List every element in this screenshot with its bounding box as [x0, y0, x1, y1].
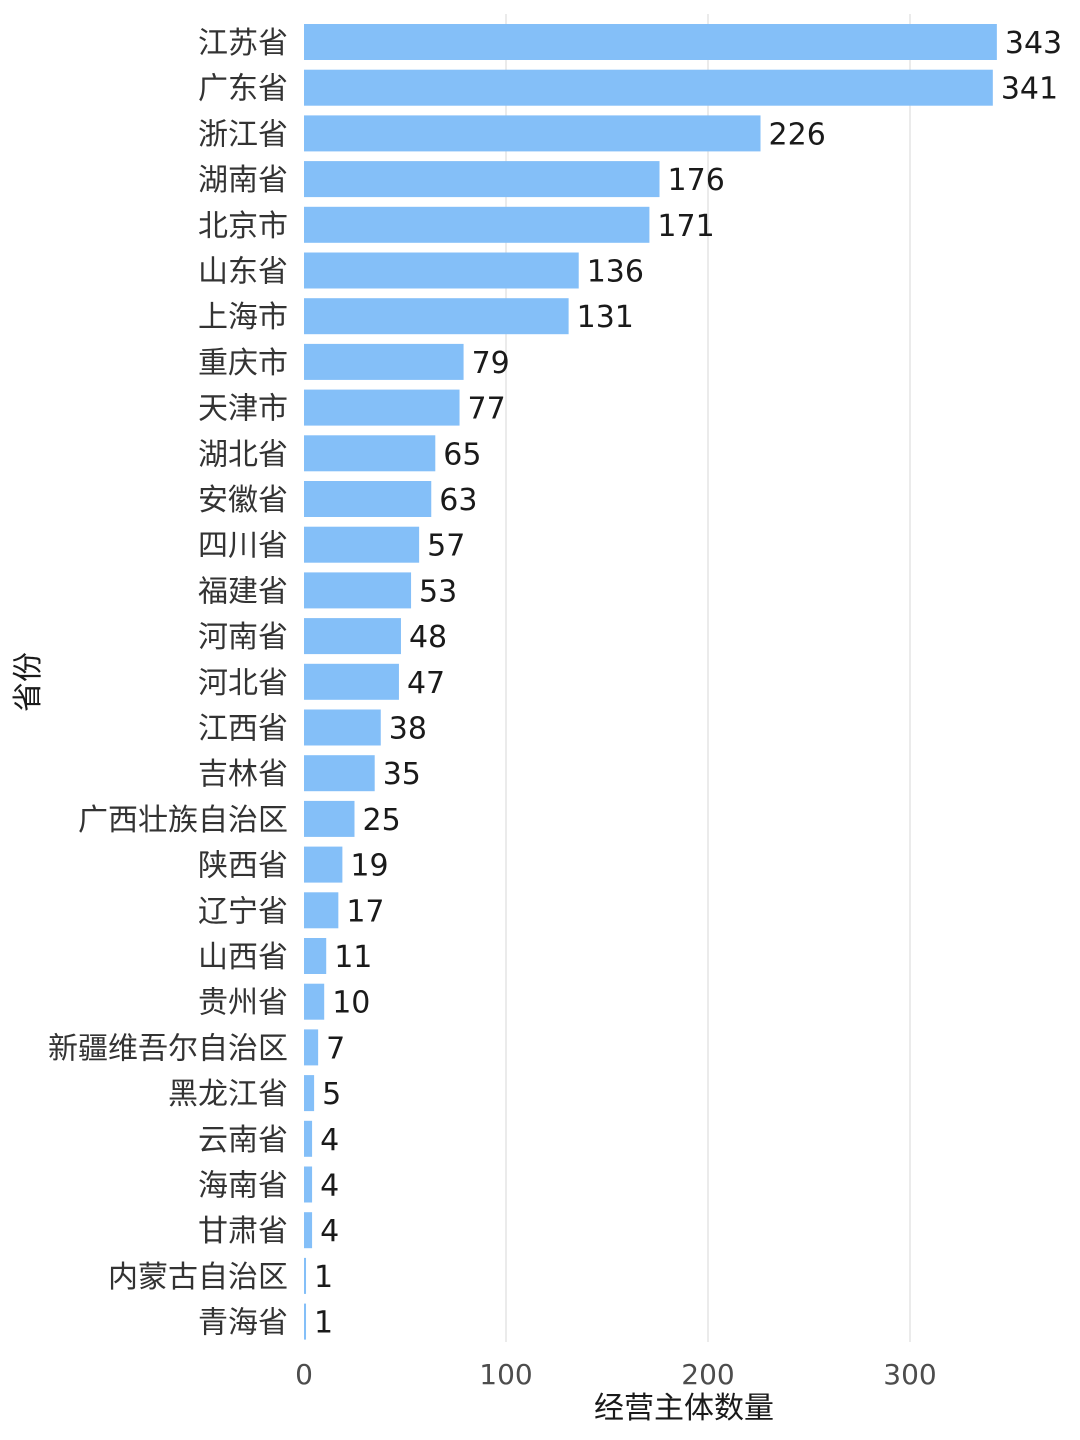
bar: [304, 1075, 315, 1112]
value-label: 53: [419, 574, 457, 609]
bar: [304, 938, 327, 974]
bar: [304, 663, 399, 700]
bar: [304, 1257, 307, 1294]
x-axis-title: 经营主体数量: [594, 1391, 774, 1426]
bar: [304, 983, 325, 1020]
value-label: 48: [409, 620, 447, 655]
value-label: 57: [427, 529, 465, 564]
bar: [304, 161, 660, 198]
value-label: 17: [346, 894, 384, 929]
value-label: 25: [363, 803, 401, 838]
category-labels: 江苏省广东省浙江省湖南省北京市山东省上海市重庆市天津市湖北省安徽省四川省福建省河…: [48, 26, 288, 1341]
category-label: 上海市: [198, 300, 288, 335]
bar: [304, 389, 460, 426]
value-label: 4: [320, 1169, 339, 1204]
value-label: 63: [439, 483, 477, 518]
value-label: 35: [383, 757, 421, 792]
x-tick-label: 300: [883, 1358, 936, 1391]
value-label: 4: [320, 1214, 339, 1249]
value-label: 226: [769, 117, 826, 152]
category-label: 江西省: [198, 712, 288, 747]
category-label: 甘肃省: [198, 1214, 288, 1249]
bar: [304, 1212, 313, 1249]
category-label: 广西壮族自治区: [78, 803, 288, 838]
value-label: 79: [472, 346, 510, 381]
value-label: 65: [443, 437, 481, 472]
value-label: 38: [389, 712, 427, 747]
category-label: 河南省: [198, 620, 288, 655]
category-label: 新疆维吾尔自治区: [48, 1031, 288, 1066]
y-axis-title: 省份: [11, 652, 46, 712]
value-label: 11: [334, 940, 372, 975]
category-label: 山西省: [198, 940, 288, 975]
bar: [304, 892, 339, 929]
bar: [304, 618, 401, 655]
bar: [304, 800, 355, 837]
category-label: 重庆市: [198, 346, 288, 381]
category-label: 黑龙江省: [168, 1077, 288, 1112]
bar: [304, 1303, 307, 1340]
value-label: 131: [577, 300, 634, 335]
category-label: 青海省: [198, 1306, 288, 1341]
value-label: 47: [407, 666, 445, 701]
value-label: 5: [322, 1077, 341, 1112]
category-label: 海南省: [198, 1169, 288, 1204]
bar: [304, 115, 761, 152]
bar: [304, 1120, 313, 1157]
bar: [304, 846, 343, 883]
value-label: 19: [350, 849, 388, 884]
category-label: 北京市: [198, 209, 288, 244]
value-labels: 3433412261761711361317977656357534847383…: [314, 26, 1062, 1341]
x-tick-label: 200: [681, 1358, 734, 1391]
category-label: 广东省: [198, 72, 288, 107]
value-label: 1: [314, 1306, 333, 1341]
bar: [304, 1029, 319, 1066]
bars: [304, 24, 997, 1340]
value-label: 10: [332, 986, 370, 1021]
value-label: 171: [657, 209, 714, 244]
category-label: 江苏省: [198, 26, 288, 61]
category-label: 湖北省: [198, 437, 288, 472]
value-label: 176: [668, 163, 725, 198]
value-label: 341: [1001, 72, 1058, 107]
category-label: 云南省: [198, 1123, 288, 1158]
category-label: 吉林省: [198, 757, 288, 792]
bar: [304, 343, 464, 380]
bar: [304, 435, 436, 472]
value-label: 343: [1005, 26, 1062, 61]
value-label: 4: [320, 1123, 339, 1158]
bar: [304, 69, 993, 106]
category-label: 福建省: [198, 574, 288, 609]
category-label: 四川省: [198, 529, 288, 564]
bar: [304, 252, 579, 289]
category-label: 河北省: [198, 666, 288, 701]
category-label: 浙江省: [198, 117, 288, 152]
bar: [304, 755, 375, 792]
category-label: 贵州省: [198, 986, 288, 1021]
x-axis-ticks: 0 100 200 300: [295, 1358, 937, 1391]
x-tick-label: 100: [479, 1358, 532, 1391]
value-label: 77: [468, 392, 506, 427]
bar: [304, 1166, 313, 1203]
value-label: 1: [314, 1260, 333, 1295]
category-label: 陕西省: [198, 849, 288, 884]
category-label: 辽宁省: [198, 894, 288, 929]
value-label: 7: [326, 1031, 345, 1066]
bar: [304, 24, 997, 60]
category-label: 湖南省: [198, 163, 288, 198]
category-label: 安徽省: [198, 483, 288, 518]
bar: [304, 709, 381, 746]
bar: [304, 481, 432, 517]
category-label: 内蒙古自治区: [108, 1260, 288, 1295]
bar: [304, 572, 412, 609]
bar: [304, 298, 569, 335]
category-label: 天津市: [198, 392, 288, 427]
x-tick-label: 0: [295, 1358, 313, 1391]
value-label: 136: [587, 255, 644, 290]
category-label: 山东省: [198, 255, 288, 290]
bar: [304, 526, 420, 563]
bar: [304, 206, 650, 243]
